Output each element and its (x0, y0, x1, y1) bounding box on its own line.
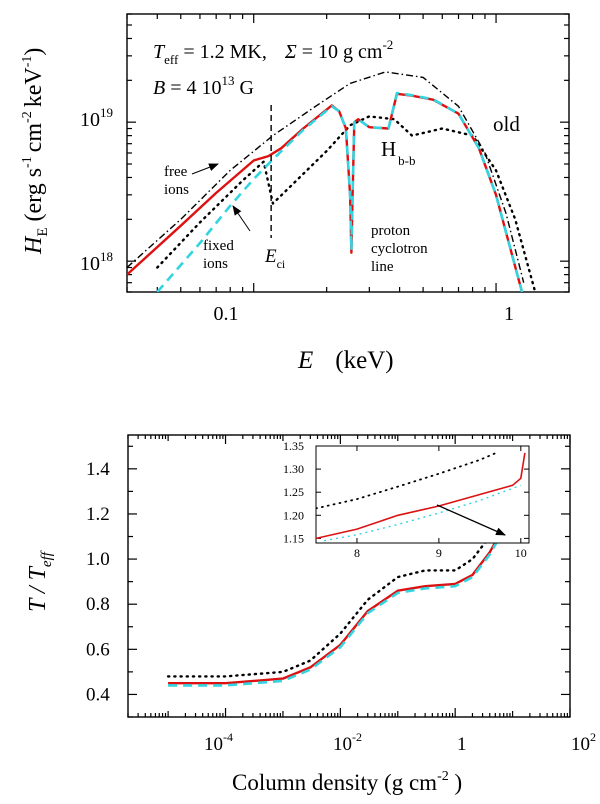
inset-x-tick-9: 9 (436, 546, 442, 560)
temperature-axis-ticks (127, 435, 571, 718)
label-old: old (493, 112, 520, 136)
temp-y-tick-1.4: 1.4 (86, 459, 110, 480)
temp-y-tick-0.6: 0.6 (86, 639, 110, 660)
temperature-panel: 0.4 0.6 0.8 1.0 1.2 1.4 10-4 10-2 1 102 … (25, 434, 596, 795)
inset-series-free-ions (316, 452, 526, 540)
spectrum-y-tick-1e19: 1019 (80, 105, 113, 131)
zoom-inset: 1.15 1.20 1.25 1.30 1.35 8 9 10 (283, 439, 530, 560)
inset-pointer-arrow (436, 504, 506, 536)
inset-y-tick-1.25: 1.25 (283, 485, 304, 499)
inset-y-tick-1.20: 1.20 (283, 508, 304, 522)
temp-y-label: T / Teff (25, 550, 55, 612)
temp-series-free-ions (168, 500, 514, 685)
label-proton-cyclotron-line: proton cyclotron line (371, 223, 428, 275)
inset-series-old (316, 452, 498, 510)
inset-y-tick-1.15: 1.15 (283, 531, 304, 545)
inset-x-tick-8: 8 (354, 546, 360, 560)
param-b-field: B = 4 1013 G (153, 73, 254, 99)
temp-x-tick-1e-4: 10-4 (204, 730, 233, 755)
param-teff-sigma: Teff = 1.2 MK, Σ = 10 g cm-2 (153, 37, 393, 67)
inset-y-tick-1.30: 1.30 (283, 462, 304, 476)
temp-y-tick-0.4: 0.4 (86, 684, 110, 705)
inset-y-tick-1.35: 1.35 (283, 439, 304, 453)
temp-y-tick-1.0: 1.0 (86, 549, 110, 570)
temp-x-label: Column density (g cm-2 ) (232, 769, 462, 795)
label-eci: Eci (264, 246, 286, 271)
inset-axis-ticks (316, 445, 529, 543)
spectrum-x-tick-1: 1 (504, 303, 514, 325)
temperature-plot-frame (127, 434, 571, 718)
temp-x-tick-1: 1 (457, 734, 467, 755)
spectrum-series (127, 71, 537, 292)
arrow-free-ions (191, 163, 219, 175)
label-free-ions: free ions (164, 164, 189, 198)
inset-x-tick-10: 10 (515, 546, 527, 560)
spectrum-y-label: HE(erg s-1cm-2keV-1) (20, 48, 51, 255)
spectrum-y-tick-1e18: 1018 (80, 249, 113, 275)
spectrum-series-blackbody (127, 71, 525, 283)
spectrum-series-fixed-ions (156, 91, 524, 292)
inset-frame (315, 445, 530, 544)
temp-series-fixed-ions (168, 504, 514, 687)
spectrum-axis-ticks (126, 13, 570, 293)
temp-y-tick-1.2: 1.2 (86, 504, 110, 525)
inset-series (316, 452, 526, 542)
spectrum-panel: 1018 1019 0.1 1 E (keV) HE(erg s-1cm-2keV… (20, 13, 570, 374)
spectrum-x-label: E (keV) (297, 347, 394, 374)
spectrum-series-old (156, 115, 537, 292)
spectrum-x-tick-0.1: 0.1 (214, 303, 239, 325)
temp-y-tick-0.8: 0.8 (86, 594, 110, 615)
inset-series-fixed-ions (324, 484, 522, 542)
arrow-fixed-ions (232, 205, 251, 232)
temp-x-tick-1e2: 102 (571, 730, 596, 755)
temp-x-tick-1e-2: 10-2 (333, 730, 362, 755)
label-fixed-ions: fixed ions (203, 238, 234, 272)
